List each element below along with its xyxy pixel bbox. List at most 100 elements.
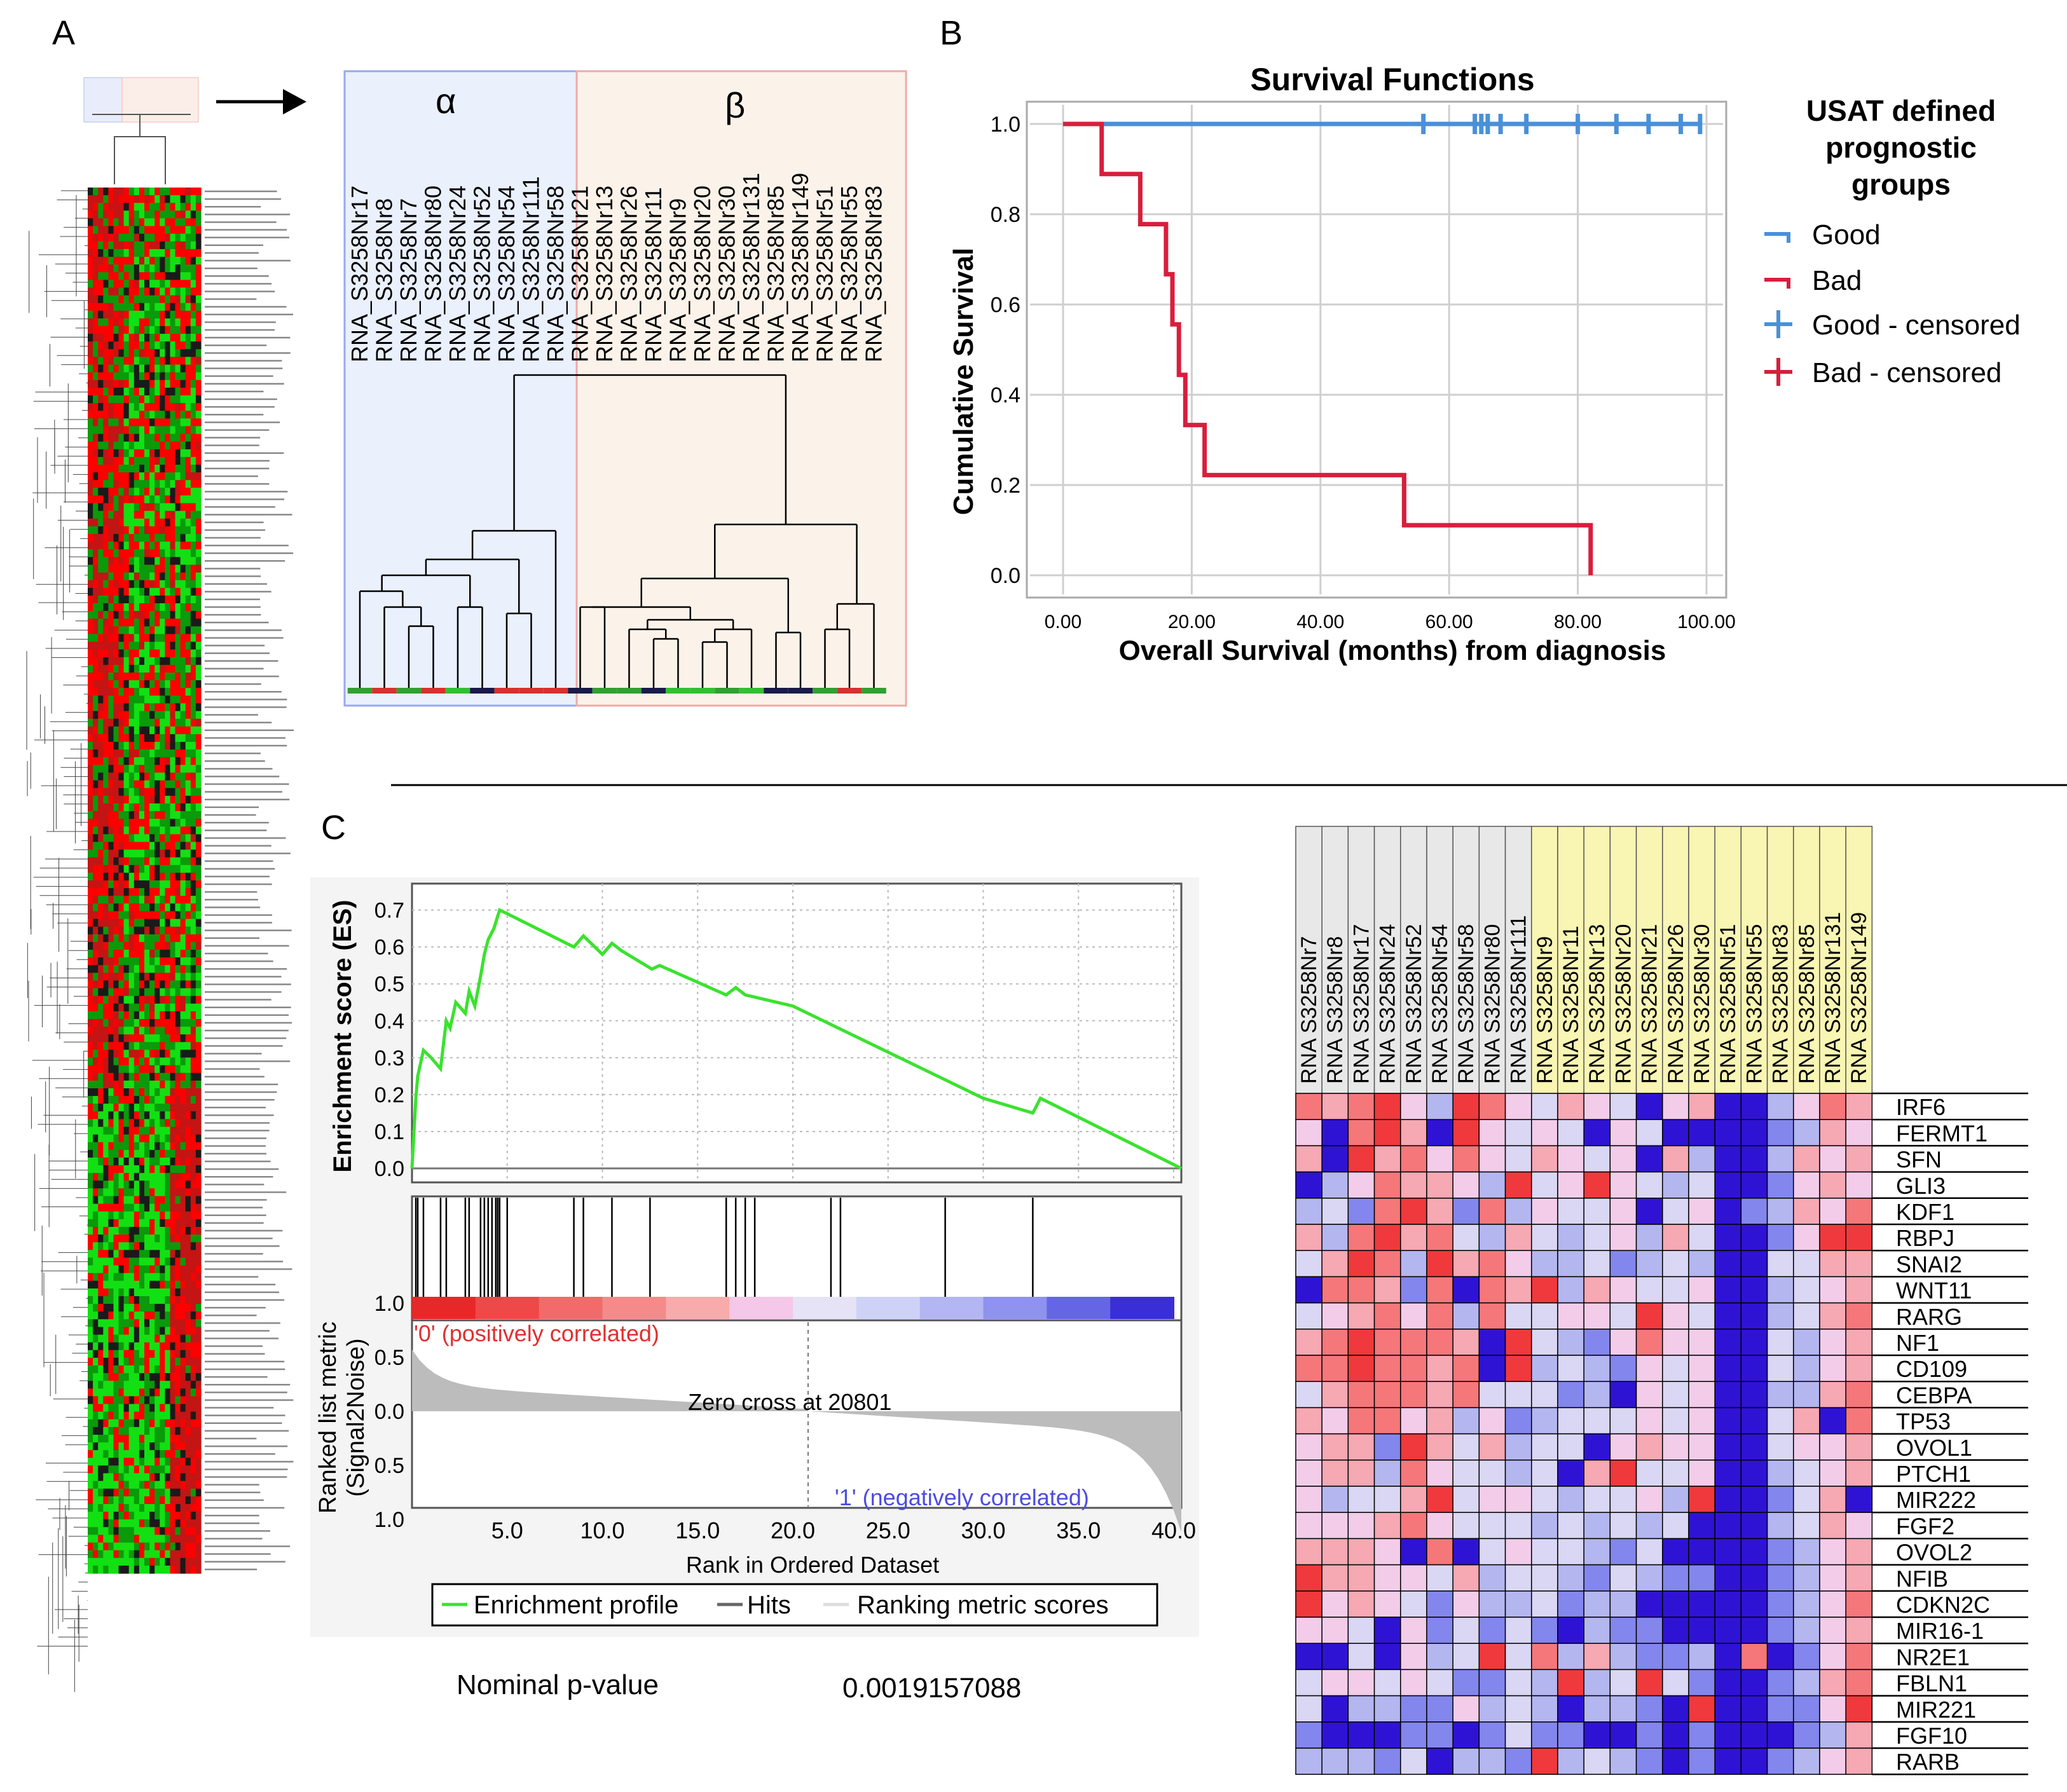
heatmap-cell bbox=[170, 1088, 176, 1097]
heatmap-cell bbox=[190, 788, 196, 797]
heatmap-cell bbox=[108, 542, 114, 550]
heatmap-cell bbox=[185, 387, 191, 396]
heatmap-cell bbox=[113, 1488, 120, 1497]
heatmap-cell bbox=[144, 1027, 150, 1035]
heatmap-cell bbox=[113, 1257, 120, 1266]
heatmap-cell bbox=[1740, 1276, 1768, 1304]
heatmap-cell bbox=[155, 1188, 160, 1197]
heatmap-cell bbox=[123, 1296, 130, 1304]
heatmap-cell bbox=[134, 880, 140, 889]
heatmap-cell bbox=[113, 1419, 120, 1428]
heatmap-cell bbox=[155, 1211, 160, 1220]
heatmap-cell bbox=[123, 1327, 130, 1336]
heatmap-cell bbox=[1609, 1276, 1637, 1304]
heatmap-cell bbox=[128, 1003, 135, 1012]
heatmap-cell bbox=[139, 1273, 145, 1282]
heatmap-cell bbox=[98, 1011, 104, 1020]
heatmap-cell bbox=[88, 1381, 93, 1389]
heatmap-cell bbox=[93, 1527, 99, 1535]
heatmap-cell bbox=[113, 341, 120, 350]
heatmap-cell bbox=[190, 441, 196, 450]
heatmap-cell bbox=[170, 1481, 176, 1489]
heatmap-cell bbox=[165, 957, 171, 966]
heatmap-cell bbox=[128, 226, 135, 235]
heatmap-cell bbox=[160, 580, 165, 589]
heatmap-cell bbox=[139, 688, 145, 696]
heatmap-cell bbox=[160, 1203, 165, 1212]
heatmap-cell bbox=[190, 995, 196, 1004]
heatmap-cell bbox=[93, 1142, 99, 1151]
heatmap-cell bbox=[123, 287, 130, 296]
heatmap-cell bbox=[165, 1404, 171, 1412]
heatmap-cell bbox=[180, 973, 186, 981]
heatmap-cell bbox=[93, 195, 99, 203]
heatmap-cell bbox=[170, 611, 176, 619]
heatmap-cell bbox=[149, 257, 155, 265]
heatmap-cell bbox=[103, 1057, 109, 1066]
heatmap-cell bbox=[118, 1227, 125, 1235]
heatmap-cell bbox=[128, 950, 135, 958]
heatmap-cell bbox=[128, 587, 135, 596]
heatmap-cell bbox=[93, 1342, 99, 1351]
heatmap-cell bbox=[123, 1373, 130, 1381]
heatmap-cell bbox=[123, 1111, 130, 1119]
heatmap-cell bbox=[180, 772, 186, 781]
heatmap-cell bbox=[175, 1411, 181, 1420]
heatmap-cell bbox=[180, 334, 186, 342]
heatmap-cell bbox=[123, 1119, 130, 1128]
heatmap-cell bbox=[149, 888, 155, 896]
sample-label: RNA_S3258Nr80 bbox=[420, 186, 446, 362]
heatmap-cell bbox=[1400, 1250, 1427, 1278]
heatmap-cell bbox=[149, 749, 155, 758]
heatmap-cell bbox=[1347, 1171, 1375, 1199]
heatmap-cell bbox=[175, 326, 181, 334]
gsea-xtick: 35.0 bbox=[1056, 1517, 1101, 1543]
heatmap-cell bbox=[185, 1203, 191, 1212]
heatmap-cell bbox=[98, 1235, 104, 1243]
heatmap-cell bbox=[185, 480, 191, 488]
heatmap-cell bbox=[88, 387, 93, 396]
heatmap-cell bbox=[190, 849, 196, 858]
heatmap-cell bbox=[103, 1235, 109, 1243]
heatmap-cell bbox=[185, 980, 191, 989]
heatmap-cell bbox=[128, 649, 135, 658]
heatmap-cell bbox=[155, 310, 160, 319]
group-color-bar bbox=[739, 688, 764, 694]
heatmap-cell bbox=[128, 1165, 135, 1173]
heatmap-cell bbox=[175, 295, 181, 304]
heatmap-cell bbox=[98, 1072, 104, 1081]
heatmap-cell bbox=[165, 449, 171, 458]
heatmap-cell bbox=[190, 673, 196, 681]
heatmap-cell bbox=[149, 472, 155, 481]
heatmap-cell bbox=[88, 641, 93, 650]
heatmap-cell bbox=[98, 1119, 104, 1128]
heatmap-cell bbox=[88, 426, 93, 435]
heatmap-cell bbox=[128, 195, 135, 203]
heatmap-cell bbox=[88, 411, 93, 419]
heatmap-cell bbox=[123, 441, 130, 450]
heatmap-cell bbox=[190, 1072, 196, 1081]
heatmap-cell bbox=[123, 1042, 130, 1050]
heatmap-cell bbox=[195, 510, 202, 519]
heatmap-cell bbox=[175, 1149, 181, 1158]
heatmap-cell bbox=[185, 280, 191, 288]
heatmap-cell bbox=[123, 965, 130, 973]
heatmap-cell bbox=[139, 664, 145, 673]
heatmap-cell bbox=[170, 1050, 176, 1058]
heatmap-cell bbox=[88, 280, 93, 288]
heatmap-cell bbox=[88, 580, 93, 589]
heatmap-cell bbox=[1609, 1407, 1637, 1435]
heatmap-cell bbox=[170, 819, 176, 827]
heatmap-cell bbox=[139, 880, 145, 889]
heatmap-cell bbox=[98, 619, 104, 627]
heatmap-cell bbox=[123, 641, 130, 650]
heatmap-cell bbox=[190, 587, 196, 596]
heatmap-cell bbox=[93, 526, 99, 535]
heatmap-cell bbox=[190, 1404, 196, 1412]
heatmap-cell bbox=[185, 1180, 191, 1189]
heatmap-cell bbox=[118, 1411, 125, 1420]
heatmap-cell bbox=[175, 826, 181, 835]
heatmap-cell bbox=[128, 865, 135, 873]
heatmap-cell bbox=[108, 742, 114, 750]
